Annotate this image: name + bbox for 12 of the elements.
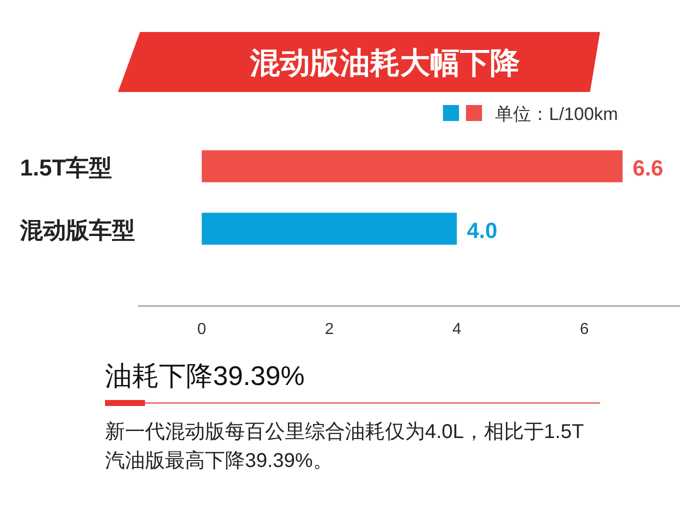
data-label: 6.6 — [632, 155, 664, 180]
y-tick-label: 混动版车型 — [19, 216, 135, 243]
text: 单位：L/100km — [495, 104, 618, 124]
text: 新一代混动版每百公里综合油耗仅为4.0L，相比于1.5T汽油版最高下降39.39%。 — [105, 420, 585, 474]
x-tick-label: 2 — [324, 321, 334, 338]
x-tick-label: 0 — [197, 321, 206, 338]
chart-title: 混动版油耗大幅下降 — [249, 47, 520, 80]
x-tick-label: 6 — [580, 321, 589, 338]
y-tick-label: 1.5T车型 — [20, 154, 112, 180]
data-label: 4.0 — [466, 218, 498, 243]
text: 油耗下降39.39% — [105, 361, 305, 391]
x-tick-label: 4 — [452, 321, 462, 338]
